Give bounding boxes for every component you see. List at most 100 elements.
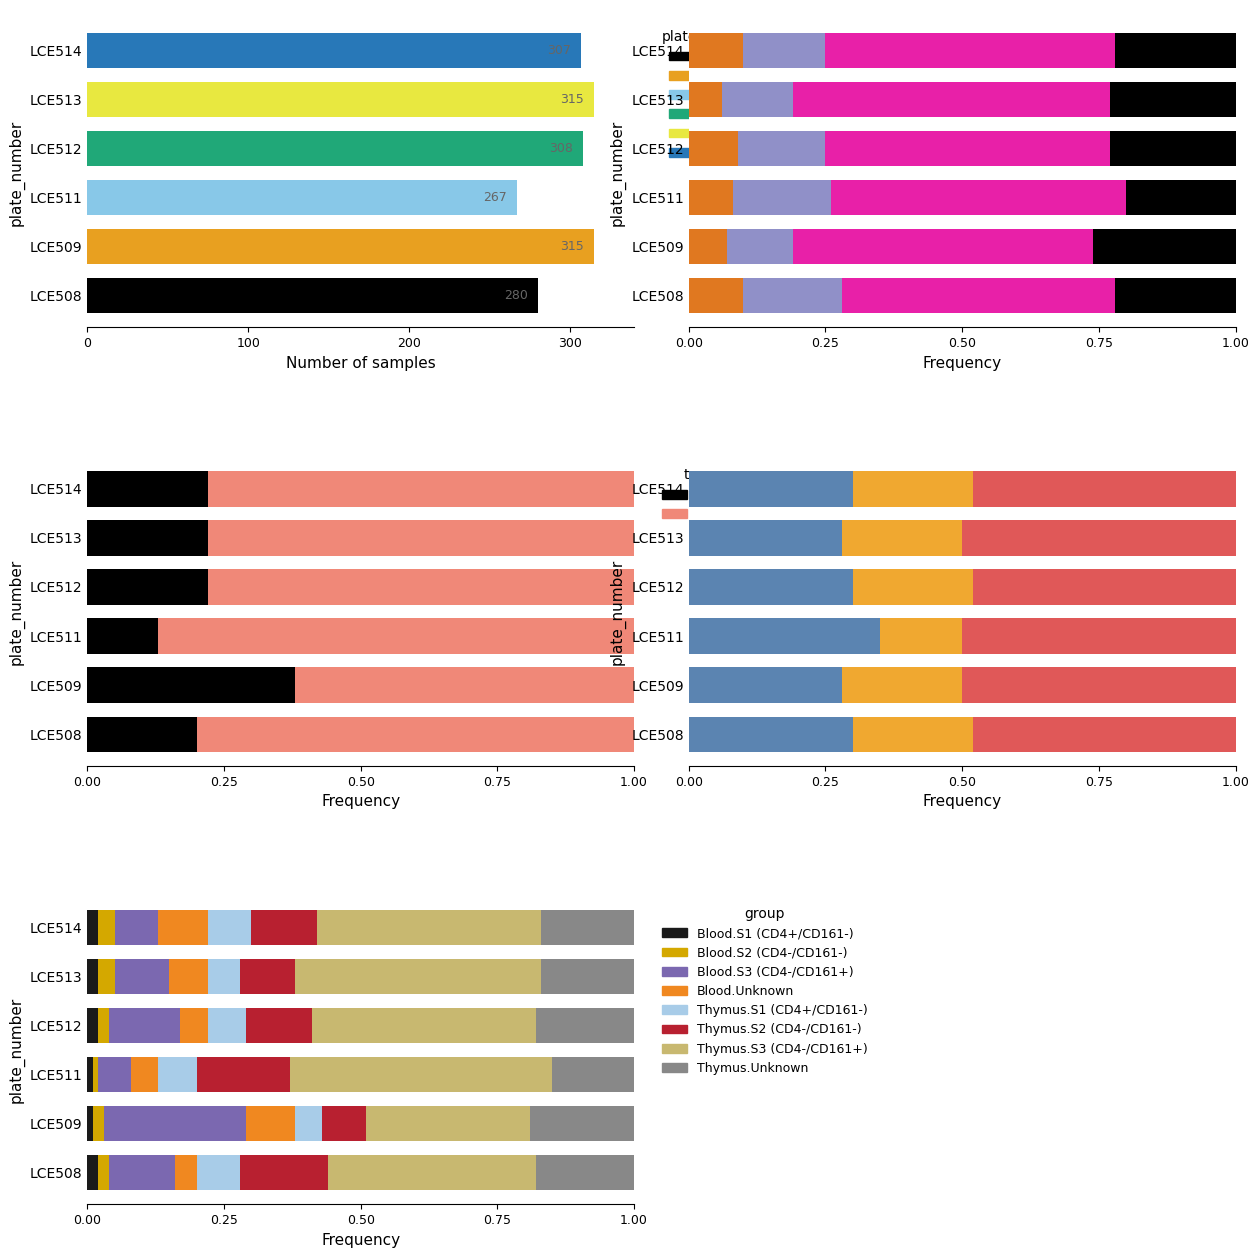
Bar: [312, 1007, 535, 1043]
Bar: [689, 180, 733, 216]
Bar: [207, 569, 634, 604]
Bar: [110, 1007, 180, 1043]
Bar: [973, 569, 1236, 604]
Bar: [295, 958, 542, 993]
Bar: [542, 910, 634, 945]
Y-axis label: plate_number: plate_number: [7, 558, 24, 665]
Bar: [1126, 180, 1236, 216]
X-axis label: Frequency: Frequency: [321, 1233, 401, 1248]
Bar: [290, 1057, 552, 1092]
Bar: [115, 910, 158, 945]
Bar: [831, 180, 1126, 216]
Bar: [744, 278, 842, 313]
Bar: [689, 716, 852, 751]
Bar: [158, 1057, 197, 1092]
Bar: [87, 716, 197, 751]
Bar: [852, 472, 973, 507]
Bar: [87, 1106, 92, 1141]
Bar: [317, 910, 542, 945]
Bar: [87, 472, 207, 507]
Bar: [87, 1007, 99, 1043]
X-axis label: Frequency: Frequency: [922, 794, 1002, 809]
Bar: [744, 32, 825, 69]
Bar: [842, 520, 962, 555]
Bar: [99, 910, 115, 945]
Bar: [295, 668, 634, 703]
Bar: [825, 131, 1109, 166]
Bar: [973, 472, 1236, 507]
Bar: [962, 520, 1236, 555]
Bar: [1116, 278, 1236, 313]
Bar: [175, 1154, 197, 1191]
Bar: [87, 520, 207, 555]
Bar: [170, 958, 207, 993]
Bar: [689, 131, 738, 166]
Bar: [87, 1154, 99, 1191]
Bar: [842, 668, 962, 703]
Bar: [689, 230, 728, 265]
Bar: [728, 230, 792, 265]
Bar: [99, 958, 115, 993]
Bar: [689, 278, 744, 313]
Text: 315: 315: [560, 240, 584, 253]
Bar: [962, 619, 1236, 654]
Bar: [87, 32, 582, 69]
Bar: [880, 619, 962, 654]
Bar: [246, 1007, 312, 1043]
Bar: [792, 82, 1109, 117]
Bar: [197, 716, 634, 751]
Bar: [87, 82, 594, 117]
Bar: [322, 1106, 366, 1141]
Bar: [792, 230, 1093, 265]
Y-axis label: plate_number: plate_number: [7, 997, 24, 1103]
Bar: [530, 1106, 634, 1141]
Bar: [535, 1007, 634, 1043]
Bar: [180, 1007, 207, 1043]
Bar: [852, 716, 973, 751]
Bar: [689, 82, 721, 117]
Y-axis label: plate_number: plate_number: [7, 120, 24, 226]
Bar: [131, 1057, 158, 1092]
Bar: [207, 520, 634, 555]
Bar: [1109, 131, 1236, 166]
Y-axis label: plate_number: plate_number: [609, 120, 625, 226]
Bar: [328, 1154, 535, 1191]
Bar: [87, 131, 583, 166]
Text: 267: 267: [483, 191, 507, 205]
Bar: [207, 958, 241, 993]
Bar: [87, 910, 99, 945]
Bar: [87, 180, 517, 216]
Bar: [99, 1057, 131, 1092]
Bar: [197, 1154, 241, 1191]
Bar: [158, 619, 634, 654]
Bar: [1116, 32, 1236, 69]
X-axis label: Number of samples: Number of samples: [286, 356, 436, 371]
Bar: [87, 958, 99, 993]
Legend: LCE508, LCE509, LCE511, LCE512, LCE513, LCE514: LCE508, LCE509, LCE511, LCE512, LCE513, …: [656, 25, 764, 165]
X-axis label: Frequency: Frequency: [321, 794, 401, 809]
Bar: [251, 910, 317, 945]
Bar: [207, 910, 251, 945]
Bar: [825, 32, 1116, 69]
Bar: [241, 1154, 328, 1191]
Bar: [158, 910, 207, 945]
Bar: [99, 1007, 110, 1043]
Bar: [689, 619, 880, 654]
Bar: [733, 180, 831, 216]
Bar: [87, 278, 538, 313]
Bar: [207, 472, 634, 507]
Bar: [246, 1106, 295, 1141]
Bar: [535, 1154, 634, 1191]
Bar: [1093, 230, 1236, 265]
Bar: [738, 131, 825, 166]
Bar: [1109, 82, 1236, 117]
Bar: [721, 82, 792, 117]
Bar: [689, 32, 744, 69]
Bar: [552, 1057, 634, 1092]
Bar: [110, 1154, 175, 1191]
Bar: [842, 278, 1116, 313]
Bar: [689, 668, 842, 703]
Bar: [197, 1057, 290, 1092]
Bar: [366, 1106, 530, 1141]
Legend: Blood, Thymus: Blood, Thymus: [656, 463, 751, 525]
